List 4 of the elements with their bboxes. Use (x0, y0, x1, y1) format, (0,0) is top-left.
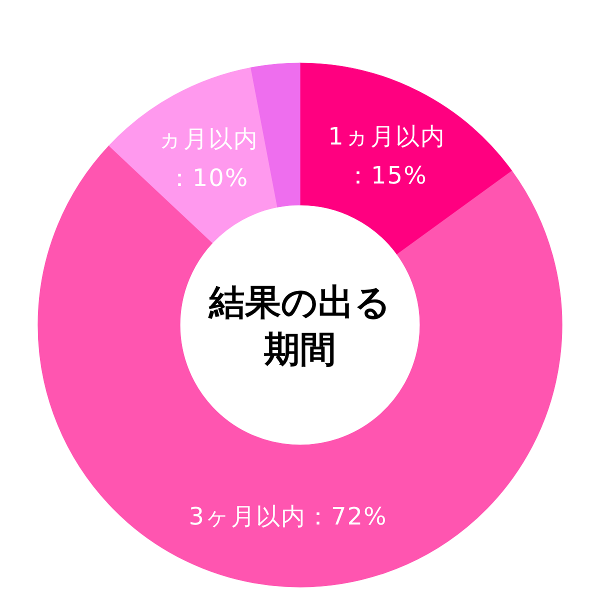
slice-label: 1ヵ月以内 ：15% (328, 122, 446, 190)
slice-label: 3ヶ月以内：72% (188, 502, 388, 531)
title: 結果の出る期間 (209, 282, 391, 370)
slice-label: ヵ月以内 ：10% (157, 125, 258, 192)
